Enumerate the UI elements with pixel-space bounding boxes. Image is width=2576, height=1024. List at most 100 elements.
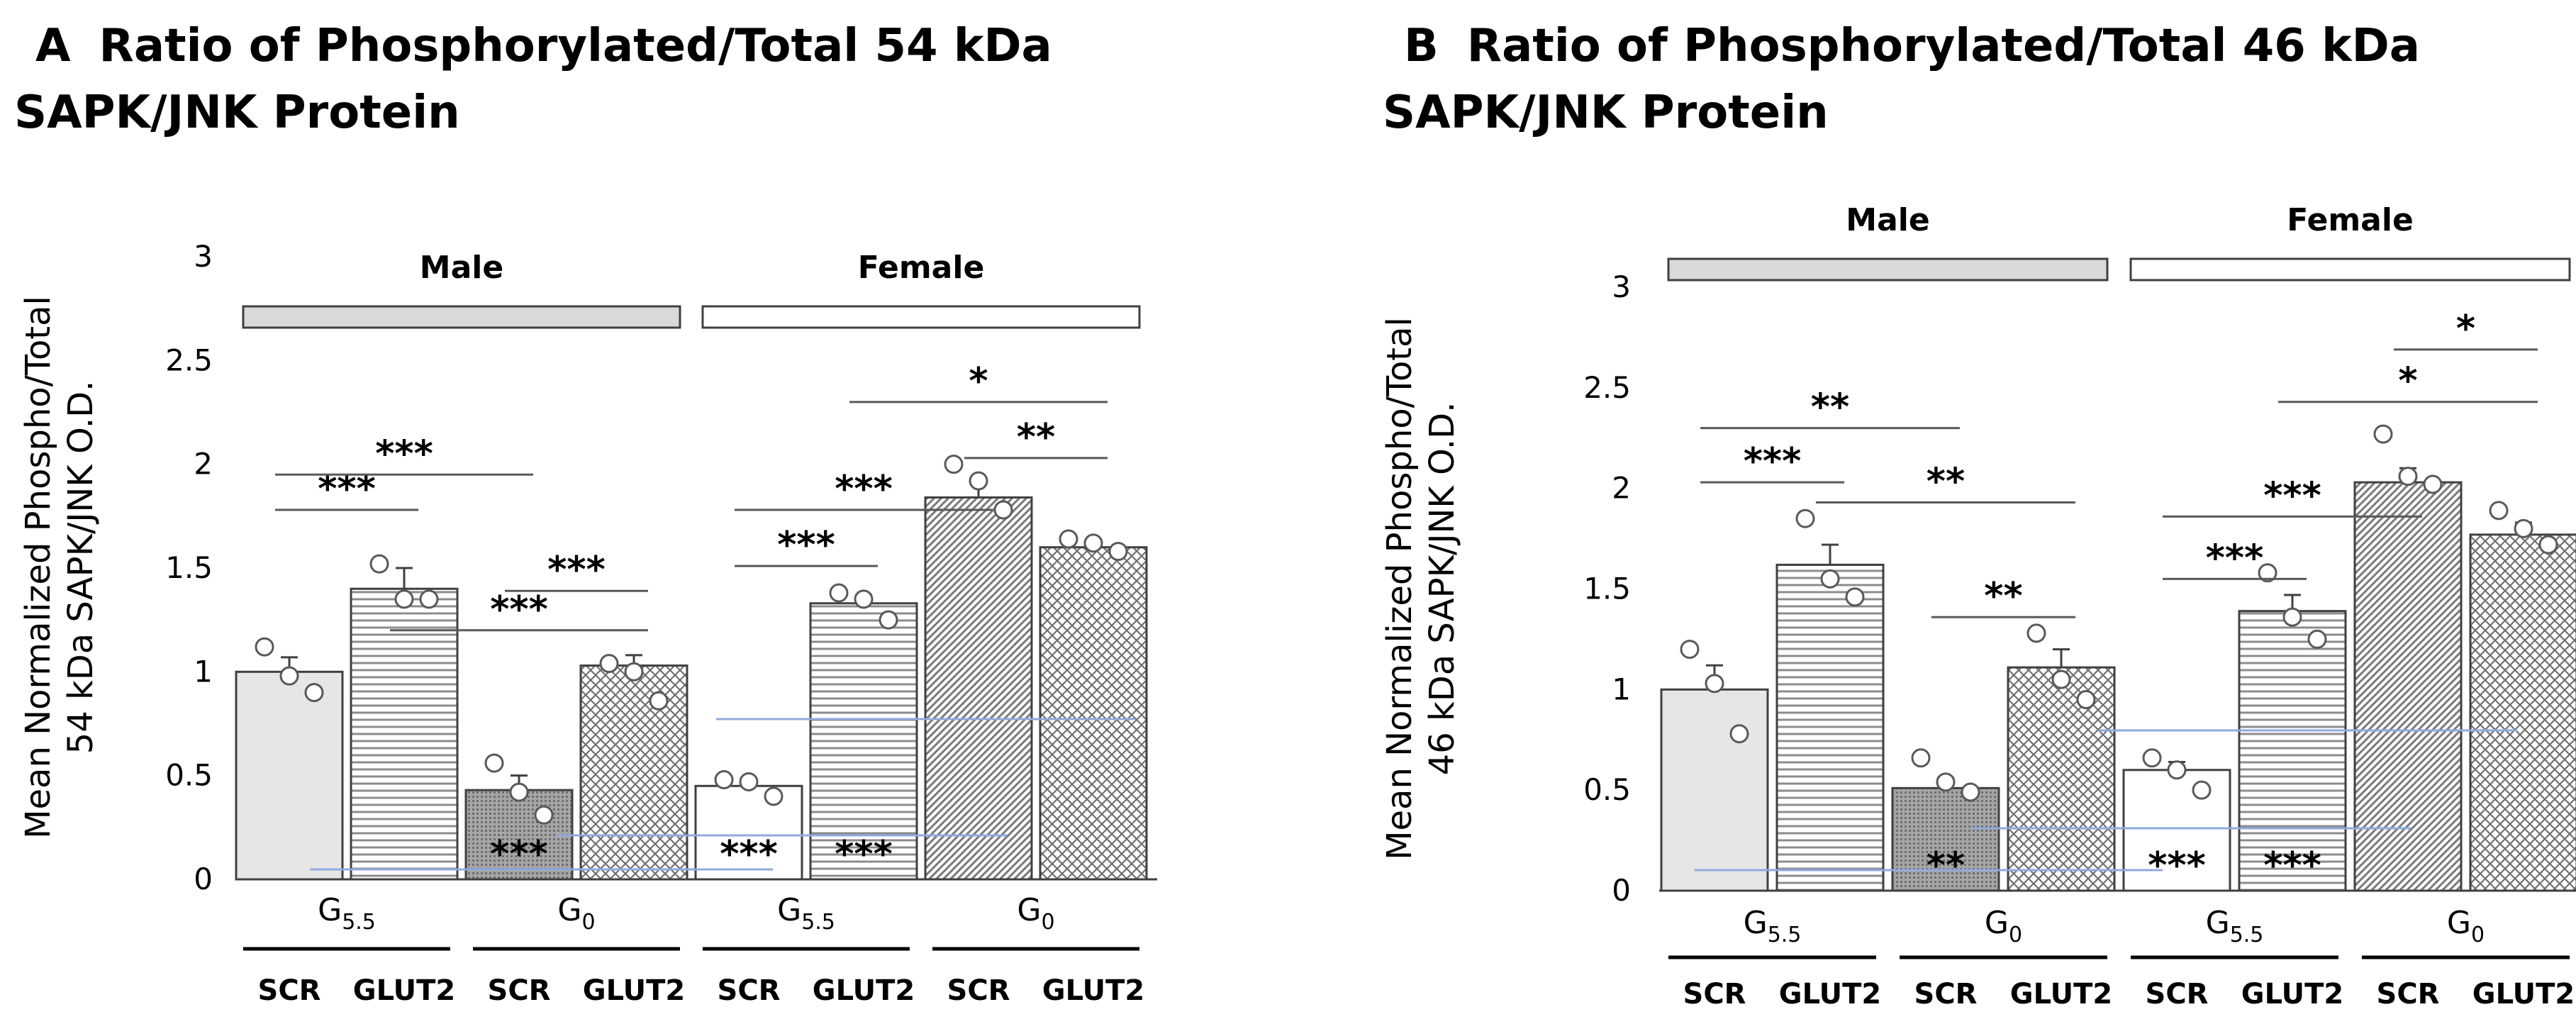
data-point: [1961, 782, 1980, 802]
category-label-scr: SCR: [488, 974, 551, 1007]
comparison-significance-label: ***: [835, 468, 893, 511]
panel-title-line2: SAPK/JNK Protein: [1383, 87, 1829, 139]
data-point: [2167, 760, 2187, 780]
data-point: [255, 637, 274, 657]
inner-significance-label: **: [1927, 845, 1965, 887]
data-point: [2282, 607, 2302, 627]
comparison-significance-label: *: [969, 360, 988, 403]
data-point: [1795, 508, 1815, 528]
y-tick-label: 0.5: [165, 758, 213, 793]
data-point: [534, 805, 554, 825]
comparison-significance-label: ***: [2263, 474, 2321, 517]
data-point: [649, 691, 669, 711]
data-point: [394, 589, 414, 609]
inner-significance-label: ***: [2148, 845, 2206, 887]
data-point: [1680, 640, 1700, 660]
data-point: [2192, 780, 2212, 800]
category-label-glut2: GLUT2: [1779, 978, 1882, 1011]
category-label-scr: SCR: [2377, 978, 2440, 1011]
male-group-band: [1667, 257, 2109, 282]
data-point: [739, 772, 759, 791]
data-point: [2373, 424, 2393, 444]
condition-label: G0: [1017, 892, 1054, 935]
panel-b: B Ratio of Phosphorylated/Total 46 kDa SA…: [1368, 0, 2576, 1024]
panel-title: A Ratio of Phosphorylated/Total 54 kDa SA…: [14, 13, 1052, 146]
data-point: [2307, 629, 2327, 649]
category-label-scr: SCR: [1914, 978, 1978, 1011]
chart-a: Mean Normalized Phospho/Total 54 kDa SAPK…: [18, 239, 1157, 1007]
bar-glut2-8: [1039, 546, 1148, 881]
category-label-glut2: GLUT2: [583, 974, 686, 1007]
y-tick-label: 1: [194, 654, 213, 689]
data-point: [2076, 690, 2096, 710]
data-point: [2051, 669, 2071, 689]
y-tick-label: 2: [194, 447, 213, 482]
category-label-scr: SCR: [718, 974, 781, 1007]
data-point: [1083, 533, 1103, 553]
y-axis-label-line2: 46 kDa SAPK/JNK O.D.: [1422, 402, 1462, 776]
data-point: [2142, 748, 2162, 768]
y-tick-label: 2.5: [1583, 370, 1631, 405]
category-label-glut2: GLUT2: [1042, 974, 1145, 1007]
data-point: [2538, 535, 2558, 555]
panel-title-line1: Ratio of Phosphorylated/Total 54 kDa: [99, 20, 1052, 72]
data-point: [1911, 748, 1931, 768]
bar-glut2-2: [1775, 563, 1885, 892]
y-tick-label: 1.5: [165, 550, 213, 585]
data-point: [993, 500, 1013, 520]
category-label-glut2: GLUT2: [2241, 978, 2344, 1011]
male-group-label: Male: [1846, 202, 1929, 238]
female-group-label: Female: [2287, 202, 2414, 238]
condition-label: G5.5: [1744, 905, 1802, 947]
y-tick-label: 0.5: [1583, 772, 1631, 807]
bar-glut2-2: [350, 587, 459, 881]
y-tick-label: 3: [194, 239, 213, 274]
data-point: [829, 583, 849, 603]
panel-title: B Ratio of Phosphorylated/Total 46 kDa SA…: [1383, 13, 2420, 146]
bar-scr-3: [1891, 786, 2000, 892]
y-tick-label: 0: [1612, 873, 1631, 908]
data-point: [2398, 467, 2418, 486]
data-point: [369, 554, 389, 574]
data-point: [1936, 772, 1956, 792]
data-point: [854, 589, 874, 609]
data-point: [2514, 518, 2533, 538]
bar-glut2-4: [579, 664, 688, 881]
condition-label: G5.5: [777, 892, 835, 935]
data-point: [764, 786, 784, 806]
y-axis-label-line1: Mean Normalized Phospho/Total: [1380, 317, 1420, 860]
comparison-significance-label: **: [1927, 461, 1965, 503]
data-point: [419, 589, 439, 609]
data-point: [279, 666, 299, 686]
category-label-scr: SCR: [947, 974, 1010, 1007]
data-point: [944, 455, 964, 474]
bar-scr-7: [924, 496, 1033, 881]
female-group-label: Female: [858, 250, 985, 286]
category-label-glut2: GLUT2: [2010, 978, 2113, 1011]
inner-significance-label: ***: [2263, 845, 2321, 887]
y-tick-label: 2.5: [165, 343, 213, 377]
data-point: [1705, 674, 1724, 694]
data-point: [2423, 474, 2443, 494]
comparison-significance-label: **: [1017, 416, 1055, 459]
male-group-band: [242, 305, 681, 329]
y-tick-label: 1.5: [1583, 572, 1631, 606]
data-point: [599, 654, 619, 674]
condition-label: G0: [1985, 905, 2022, 947]
comparison-significance-label: ***: [1744, 440, 1802, 483]
bar-scr-1: [1660, 688, 1769, 892]
panel-letter: A: [35, 20, 71, 72]
bar-glut2-8: [2469, 533, 2576, 892]
female-group-band: [701, 305, 1141, 329]
comparison-significance-label: *: [2398, 360, 2417, 403]
category-label-scr: SCR: [258, 974, 321, 1007]
data-point: [1108, 542, 1128, 562]
bar-glut2-4: [2007, 666, 2116, 892]
panel-letter: B: [1404, 20, 1439, 72]
condition-label: G5.5: [318, 892, 376, 935]
panel-a: A Ratio of Phosphorylated/Total 54 kDa SA…: [0, 0, 1276, 1024]
comparison-significance-label: ***: [2206, 537, 2264, 579]
comparison-significance-label: ***: [375, 433, 433, 475]
comparison-significance-label: ***: [777, 524, 835, 567]
comparison-significance-label: *: [2456, 308, 2475, 350]
